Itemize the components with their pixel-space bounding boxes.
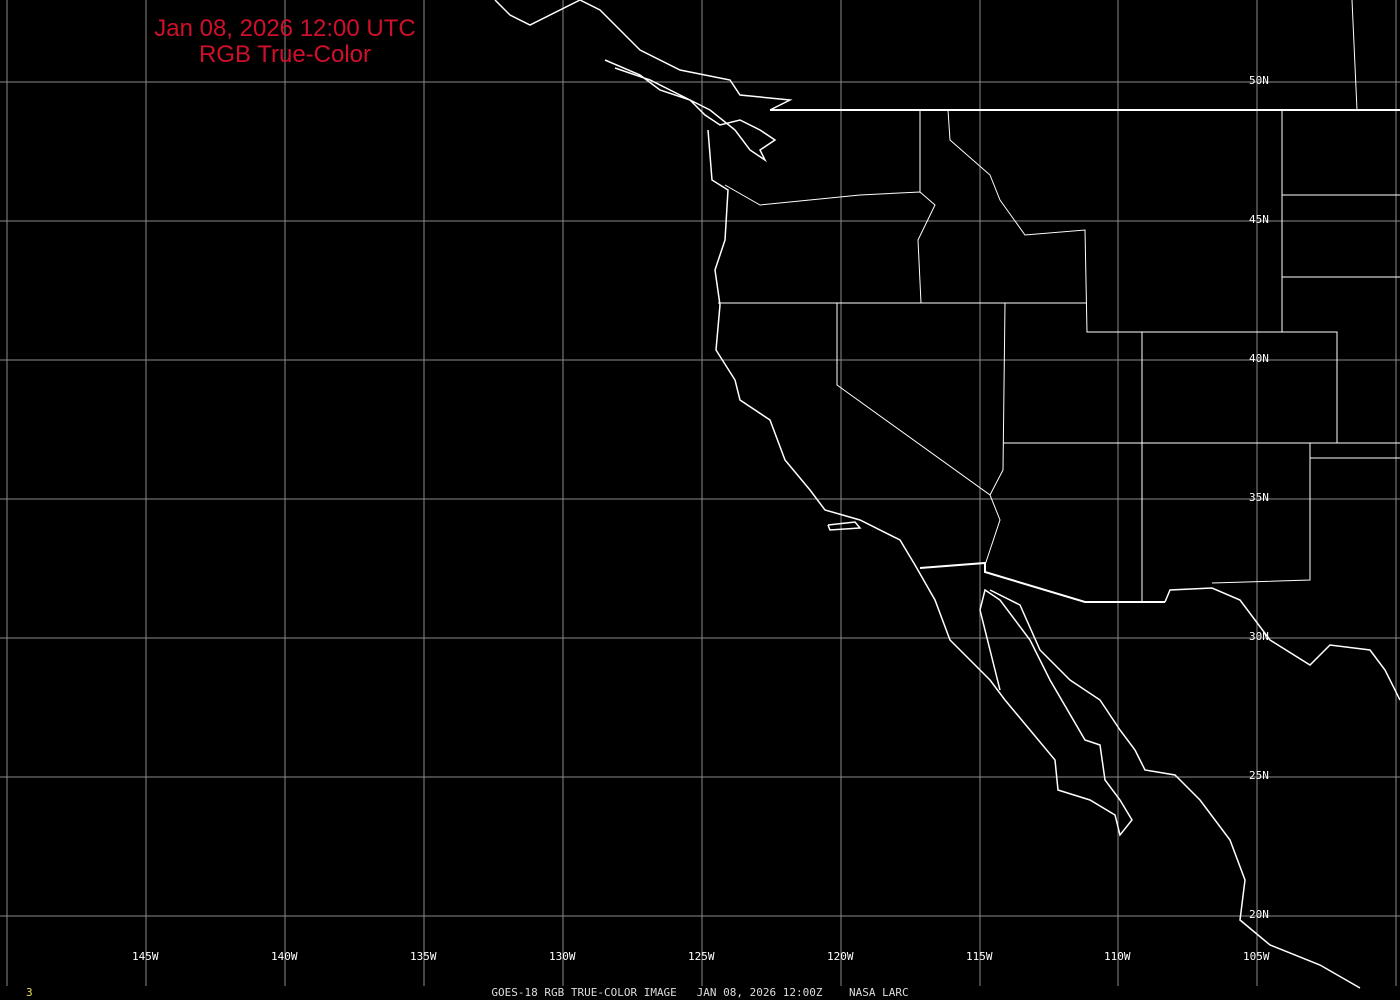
canada-province-border <box>1351 0 1358 111</box>
nv-ut-border <box>989 302 1006 496</box>
map-title-product: RGB True-Color <box>198 41 372 68</box>
longitude-label: 140W <box>271 950 298 963</box>
id-mt-border <box>947 109 1338 443</box>
bc-coast <box>494 0 793 111</box>
latitude-label: 40N <box>1249 352 1269 365</box>
channel-islands <box>827 521 862 531</box>
nm-tx-border <box>1211 443 1311 584</box>
frame-number: 3 <box>26 986 33 999</box>
vancouver-island-coast <box>604 59 777 163</box>
ca-nv-border <box>836 303 1001 566</box>
map-title-datetime: Jan 08, 2026 12:00 UTC <box>154 15 416 42</box>
gulf-east-coast <box>989 589 1361 989</box>
us-west-coast <box>707 129 1133 837</box>
latitude-label: 20N <box>1249 908 1269 921</box>
us-mexico-border <box>919 561 1165 603</box>
latitude-label: 50N <box>1249 74 1269 87</box>
latitude-label: 30N <box>1249 630 1269 643</box>
longitude-label: 120W <box>827 950 854 963</box>
latitude-label: 25N <box>1249 769 1269 782</box>
latitude-label: 35N <box>1249 491 1269 504</box>
wa-or-border <box>724 184 936 304</box>
state-borders <box>718 0 1400 603</box>
longitude-label: 125W <box>688 950 715 963</box>
longitude-label: 145W <box>132 950 159 963</box>
longitude-label: 130W <box>549 950 576 963</box>
mexico-border-east <box>1164 587 1400 701</box>
longitude-label: 110W <box>1104 950 1131 963</box>
longitude-label: 115W <box>966 950 993 963</box>
longitude-label: 105W <box>1243 950 1270 963</box>
latitude-label: 45N <box>1249 213 1269 226</box>
longitude-label: 135W <box>410 950 437 963</box>
image-caption: GOES-18 RGB TRUE-COLOR IMAGE JAN 08, 202… <box>491 986 909 999</box>
coastlines <box>494 0 1400 989</box>
